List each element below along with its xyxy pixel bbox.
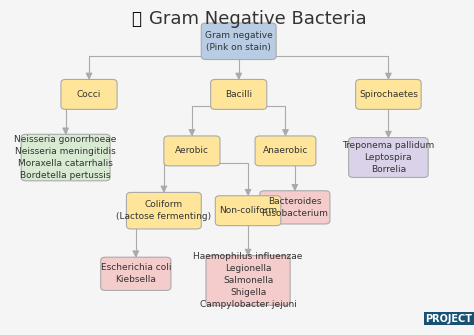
Text: Bacteroides
Fusobacterium: Bacteroides Fusobacterium bbox=[262, 197, 328, 218]
FancyBboxPatch shape bbox=[206, 256, 290, 306]
Text: Treponema pallidum
Leptospira
Borrelia: Treponema pallidum Leptospira Borrelia bbox=[342, 141, 435, 174]
Text: Gram negative
(Pink on stain): Gram negative (Pink on stain) bbox=[205, 31, 273, 52]
FancyBboxPatch shape bbox=[349, 138, 428, 178]
Text: Non-coliform: Non-coliform bbox=[219, 206, 277, 215]
FancyBboxPatch shape bbox=[201, 23, 276, 60]
FancyBboxPatch shape bbox=[164, 136, 220, 166]
FancyBboxPatch shape bbox=[356, 79, 421, 109]
Text: Neisseria gonorrhoeae
Neisseria meningitidis
Moraxella catarrhalis
Bordetella pe: Neisseria gonorrhoeae Neisseria meningit… bbox=[14, 135, 117, 180]
Text: 🦠: 🦠 bbox=[131, 10, 141, 28]
Text: Haemophilus influenzae
Legionella
Salmonella
Shigella
Campylobacter jejuni: Haemophilus influenzae Legionella Salmon… bbox=[193, 252, 303, 309]
FancyBboxPatch shape bbox=[210, 79, 267, 109]
FancyBboxPatch shape bbox=[127, 192, 201, 229]
FancyBboxPatch shape bbox=[260, 191, 330, 224]
FancyBboxPatch shape bbox=[215, 196, 281, 226]
Text: Coliform
(Lactose fermenting): Coliform (Lactose fermenting) bbox=[116, 200, 211, 221]
Text: Escherichia coli
Kiebsella: Escherichia coli Kiebsella bbox=[100, 263, 171, 284]
Text: Anaerobic: Anaerobic bbox=[263, 146, 308, 155]
FancyBboxPatch shape bbox=[21, 134, 110, 181]
Text: PROJECT: PROJECT bbox=[425, 314, 472, 324]
Text: Aerobic: Aerobic bbox=[175, 146, 209, 155]
Text: Bacilli: Bacilli bbox=[225, 90, 252, 99]
FancyBboxPatch shape bbox=[100, 257, 171, 290]
FancyBboxPatch shape bbox=[255, 136, 316, 166]
Text: Spirochaetes: Spirochaetes bbox=[359, 90, 418, 99]
Text: Gram Negative Bacteria: Gram Negative Bacteria bbox=[149, 10, 366, 28]
Text: GRAM: GRAM bbox=[431, 314, 463, 324]
FancyBboxPatch shape bbox=[61, 79, 117, 109]
Text: Cocci: Cocci bbox=[77, 90, 101, 99]
